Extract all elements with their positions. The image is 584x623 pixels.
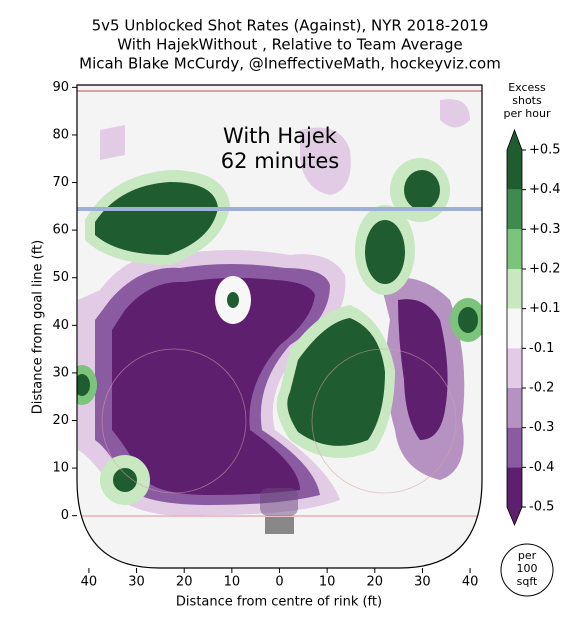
x-tick-label: 10: [224, 575, 241, 590]
y-axis-label: Distance from goal line (ft): [31, 240, 46, 414]
x-axis-label: Distance from centre of rink (ft): [176, 595, 382, 610]
annotation: 62 minutes: [221, 149, 339, 173]
colorbar-extension: [507, 130, 522, 150]
colorbar-tick-label: +0.1: [529, 301, 561, 316]
faceoff-circle: [101, 348, 247, 494]
y-tick-label: 90: [52, 80, 69, 95]
contours: [77, 90, 482, 534]
contour: [77, 374, 90, 396]
colorbar-title: per hour: [504, 107, 551, 120]
colorbar-tick-label: -0.3: [529, 420, 554, 435]
unit-note: sqft: [517, 575, 538, 588]
colorbar-tick-label: -0.1: [529, 341, 554, 356]
y-tick-label: 10: [52, 461, 69, 476]
y-tick-label: 0: [61, 508, 69, 523]
contour: [287, 318, 385, 446]
colorbar-tick-label: +0.2: [529, 262, 561, 277]
contour: [95, 182, 218, 255]
title-line: With HajekWithout , Relative to Team Ave…: [117, 36, 462, 54]
contour: [404, 170, 440, 210]
colorbar-tick-label: -0.5: [529, 500, 554, 515]
rink-outline: [76, 84, 483, 569]
y-tick-label: 70: [52, 175, 69, 190]
colorbar-title: shots: [512, 94, 542, 107]
colorbar-extension: [507, 507, 522, 525]
colorbar-tick-label: -0.4: [529, 460, 554, 475]
colorbar-band: [507, 388, 522, 428]
x-tick-label: 20: [176, 575, 193, 590]
faceoff-circle: [311, 348, 457, 494]
colorbar-band: [507, 467, 522, 507]
net: [265, 517, 294, 534]
colorbar-tick-label: +0.5: [529, 143, 561, 158]
colorbar-band: [507, 189, 522, 230]
x-tick-label: 10: [319, 575, 336, 590]
colorbar-tick-label: +0.3: [529, 222, 561, 237]
colorbar-band: [507, 348, 522, 388]
unit-note: per: [518, 549, 537, 562]
x-tick-label: 0: [275, 575, 283, 590]
title-line: Micah Blake McCurdy, @IneffectiveMath, h…: [79, 55, 501, 73]
colorbar-title: Excess: [508, 81, 546, 94]
x-tick-label: 30: [128, 575, 145, 590]
y-tick-label: 20: [52, 413, 69, 428]
colorbar-band: [507, 229, 522, 269]
x-tick-label: 30: [414, 575, 431, 590]
contour: [365, 220, 405, 284]
colorbar-band: [507, 427, 522, 468]
y-tick-label: 50: [52, 270, 69, 285]
contour: [458, 307, 478, 333]
y-tick-label: 30: [52, 365, 69, 380]
y-tick-label: 80: [52, 127, 69, 142]
x-tick-label: 40: [462, 575, 479, 590]
unit-note: 100: [517, 562, 538, 575]
colorbar-band: [507, 150, 522, 190]
colorbar-band: [507, 308, 522, 349]
x-tick-label: 20: [367, 575, 384, 590]
annotation: With Hajek: [223, 124, 338, 148]
colorbar-tick-label: -0.2: [529, 381, 554, 396]
colorbar-band: [507, 269, 522, 309]
contour: [398, 299, 448, 440]
colorbar-tick-label: +0.4: [529, 182, 561, 197]
contour: [227, 292, 239, 308]
contour: [113, 468, 137, 492]
title-line: 5v5 Unblocked Shot Rates (Against), NYR …: [92, 17, 489, 35]
x-tick-label: 40: [81, 575, 98, 590]
y-tick-label: 60: [52, 223, 69, 238]
crease: [260, 488, 298, 516]
unit-badge: [500, 543, 554, 597]
contour: [112, 277, 315, 495]
y-tick-label: 40: [52, 318, 69, 333]
